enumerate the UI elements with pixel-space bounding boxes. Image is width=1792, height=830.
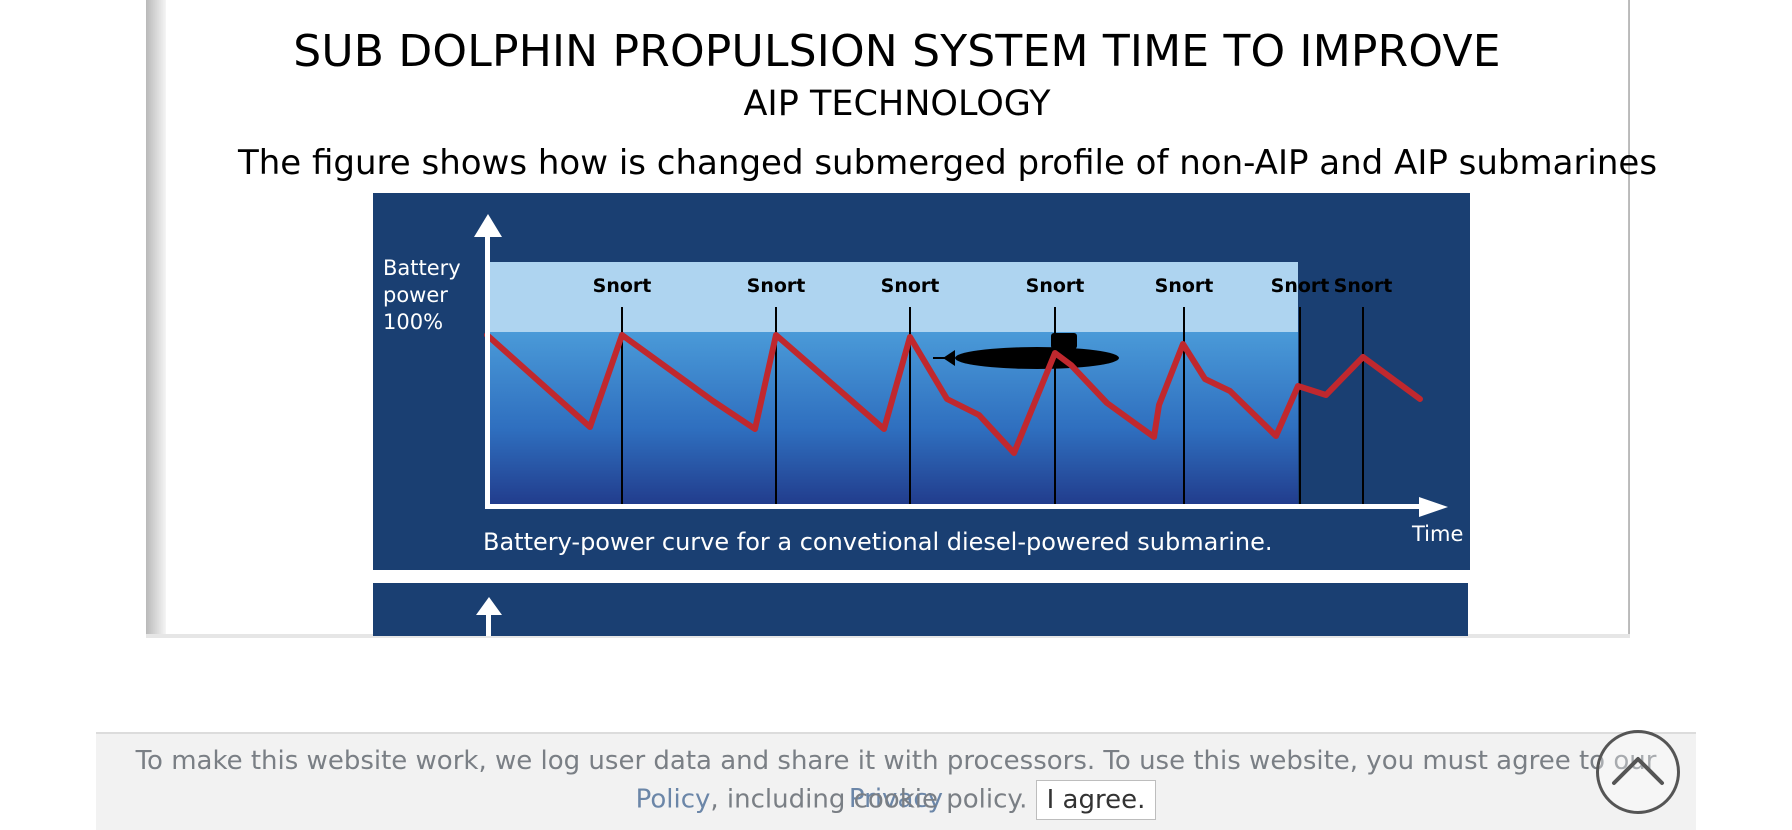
slide-subtitle: AIP TECHNOLOGY [743, 84, 1051, 124]
chevron-up-icon [1612, 757, 1664, 785]
cookie-text-line2: Policy, including cookie policy. I agree… [96, 780, 1696, 820]
battery-power-curve [484, 332, 1423, 456]
y-axis-label: Battery power 100% [383, 256, 461, 334]
snort-label: Snort [881, 275, 940, 297]
slide-caption: The figure shows how is changed submerge… [237, 143, 1658, 183]
svg-text:Battery: Battery [383, 256, 461, 280]
slide-shadow-left [146, 0, 168, 636]
privacy-policy-link[interactable]: Policy [635, 784, 711, 815]
surface-band [487, 262, 1298, 332]
submarine-icon [933, 333, 1119, 369]
x-axis-arrow [1419, 497, 1448, 517]
y-axis-arrow [474, 214, 502, 237]
snort-label: Snort [1334, 275, 1393, 297]
snort-label: Snort [747, 275, 806, 297]
snort-label: Snort [1271, 275, 1330, 297]
cookie-text-line1: To make this website work, we log user d… [96, 742, 1696, 818]
snort-label: Snort [593, 275, 652, 297]
cookie-text-end: , including cookie policy. [710, 784, 1028, 815]
scroll-to-top-button[interactable] [1596, 730, 1680, 814]
snort-label: Snort [1155, 275, 1214, 297]
y-axis-arrow [476, 597, 502, 615]
second-figure-partial [373, 583, 1468, 636]
agree-button[interactable]: I agree. [1035, 780, 1157, 820]
x-axis [485, 504, 1423, 509]
snort-label: Snort [1026, 275, 1085, 297]
slide-bottom-edge [146, 634, 1630, 638]
battery-power-chart: Snort Snort Snort Snort Snort Snort Snor… [383, 214, 1463, 556]
x-axis-label: Time [1411, 522, 1463, 546]
privacy-policy-link[interactable]: Privacy [848, 784, 944, 814]
battery-power-figure: Snort Snort Snort Snort Snort Snort Snor… [373, 193, 1470, 570]
slide-title: SUB DOLPHIN PROPULSION SYSTEM TIME TO IM… [293, 26, 1501, 77]
y-axis [486, 611, 491, 636]
svg-text:power: power [383, 283, 448, 307]
figure-description: Battery-power curve for a convetional di… [483, 528, 1272, 556]
cookie-consent-bar: To make this website work, we log user d… [96, 732, 1696, 830]
cookie-text: To make this website work, we log user d… [135, 746, 1657, 776]
snort-labels: Snort Snort Snort Snort Snort Snort Snor… [593, 275, 1393, 297]
y-axis [485, 233, 490, 508]
svg-text:100%: 100% [383, 310, 443, 334]
